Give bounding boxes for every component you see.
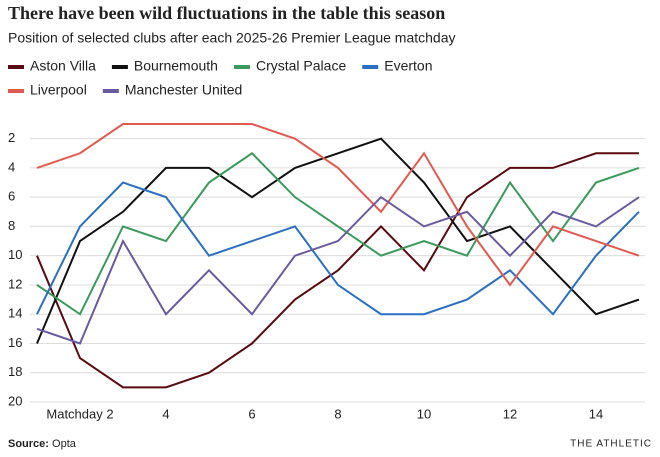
series-line	[36, 151, 640, 316]
legend-label: Everton	[384, 58, 432, 74]
legend-label: Manchester United	[125, 82, 243, 98]
legend-label: Crystal Palace	[256, 58, 346, 74]
chart-subtitle: Position of selected clubs after each 20…	[8, 30, 456, 46]
series-line	[36, 152, 639, 389]
source-name: Opta	[52, 438, 77, 450]
legend-item: Liverpool	[8, 82, 87, 98]
y-tick-label: 16	[8, 335, 22, 350]
legend-label: Aston Villa	[30, 58, 96, 74]
legend-item: Bournemouth	[111, 58, 218, 74]
y-tick-label: 4	[8, 159, 15, 174]
y-tick-label: 12	[8, 276, 22, 291]
brand: THE ATHLETIC	[570, 439, 652, 450]
series-line	[36, 195, 640, 345]
series-line	[36, 181, 640, 316]
legend-label: Liverpool	[30, 82, 87, 98]
x-tick-label: 6	[248, 406, 255, 421]
y-tick-label: 2	[8, 130, 15, 145]
source: Source: Opta	[8, 438, 77, 450]
series-line	[36, 137, 640, 344]
source-label: Source:	[8, 438, 49, 450]
x-tick-label: 4	[162, 406, 169, 421]
y-tick-label: 8	[8, 218, 15, 233]
series-line	[36, 123, 640, 287]
y-tick-label: 10	[8, 247, 22, 262]
y-tick-label: 20	[8, 393, 22, 408]
x-tick-label: 10	[417, 406, 431, 421]
y-tick-label: 18	[8, 364, 22, 379]
y-tick-label: 14	[8, 306, 22, 321]
legend-item: Manchester United	[102, 82, 243, 98]
x-tick-label: 8	[334, 406, 341, 421]
y-tick-label: 6	[8, 189, 15, 204]
x-tick-label: 12	[503, 406, 517, 421]
x-tick-label: 14	[589, 406, 603, 421]
legend-label: Bournemouth	[134, 58, 218, 74]
legend-item: Crystal Palace	[233, 58, 346, 74]
chart-title: There have been wild fluctuations in the…	[8, 3, 445, 23]
legend-item: Aston Villa	[8, 58, 96, 74]
legend-item: Everton	[362, 58, 432, 74]
x-tick-label: Matchday 2	[46, 406, 113, 421]
